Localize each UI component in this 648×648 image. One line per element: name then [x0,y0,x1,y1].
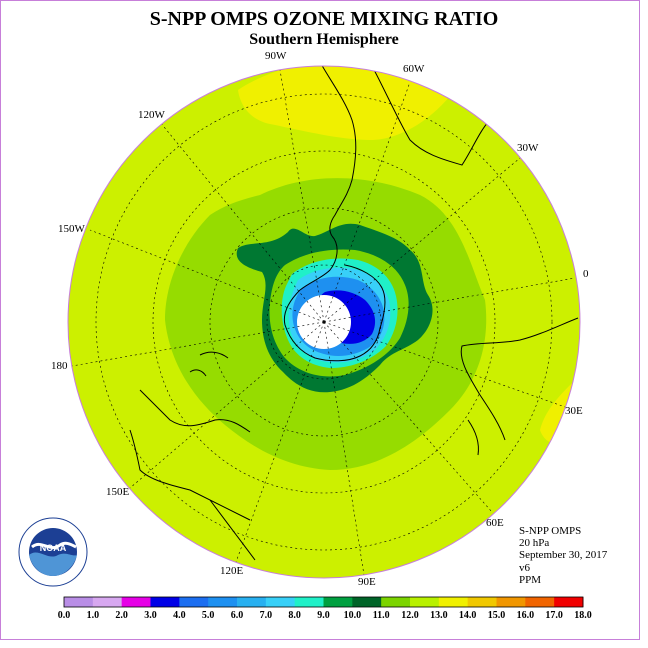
colorbar-swatch [92,597,123,607]
colorbar-swatch [323,597,353,607]
colorbar-swatch [496,597,526,607]
noaa-logo-text: NOAA [40,543,67,553]
colorbar-swatch [265,597,296,607]
lon-label-30e: 30E [565,405,583,417]
figure-frame [0,0,640,640]
lon-label-120w: 120W [138,109,165,121]
colorbar-swatch [208,597,238,607]
colorbar-swatch [438,597,469,607]
ozone-yellow-patch-north [238,66,450,140]
colorbar-tick-label: 1.0 [87,610,100,621]
colorbar-swatch [381,597,411,607]
colorbar-swatch [294,597,324,607]
info-panel: S-NPP OMPS 20 hPa September 30, 2017 v6 … [519,525,607,586]
info-version: v6 [519,561,530,574]
colorbar-tick-label: 10.0 [344,610,362,621]
lon-label-120e: 120E [220,565,244,577]
lon-label-90w: 90W [265,50,287,62]
lon-label-0: 0 [583,268,589,280]
colorbar-tick-label: 17.0 [545,610,563,621]
colorbar-tick-label: 7.0 [260,610,273,621]
colorbar-tick-label: 2.0 [115,610,128,621]
colorbar-tick-label: 8.0 [288,610,301,621]
coastlines [129,66,579,561]
noaa-logo: NOAA [18,517,88,587]
colorbar-tick-label: 15.0 [488,610,506,621]
lon-label-30w: 30W [517,142,539,154]
chart-subtitle: Southern Hemisphere [249,31,399,48]
latitude-circles [95,93,553,551]
info-instrument: S-NPP OMPS [519,525,582,537]
lon-label-150w: 150W [58,223,85,235]
colorbar-swatch [179,597,209,607]
colorbar-swatch [554,597,584,607]
colorbar-swatch [150,597,180,607]
chart-title: S-NPP OMPS OZONE MIXING RATIO [149,8,499,30]
colorbar-swatch [525,597,555,607]
colorbar-tick-label: 0.0 [58,610,71,621]
colorbar-tick-label: 13.0 [430,610,448,621]
lon-label-150e: 150E [106,486,130,498]
colorbar-tick-label: 5.0 [202,610,215,621]
lon-label-180: 180 [51,360,68,372]
colorbar-tick-label: 6.0 [231,610,244,621]
colorbar-swatch [467,597,497,607]
colorbar-tick-label: 12.0 [401,610,419,621]
colorbar-tick-label: 9.0 [317,610,330,621]
colorbar-swatch [410,597,440,607]
info-units: PPM [519,573,542,586]
lon-label-60e: 60E [486,517,504,529]
lon-label-60w: 60W [403,63,425,75]
meridians [71,69,576,576]
colorbar-tick-label: 3.0 [144,610,157,621]
colorbar-swatch [352,597,382,607]
lon-label-90e: 90E [358,576,376,588]
colorbar-tick-label: 18.0 [574,610,592,621]
map-border [67,65,581,579]
colorbar-swatch [64,597,94,607]
info-date: September 30, 2017 [519,549,608,562]
colorbar-tick-label: 11.0 [373,610,390,621]
colorbar-swatch [237,597,267,607]
info-level: 20 hPa [519,537,550,550]
colorbar-swatch [121,597,151,607]
colorbar-tick-label: 14.0 [459,610,477,621]
colorbar-tick-label: 4.0 [173,610,186,621]
colorbar-tick-label: 16.0 [517,610,535,621]
colorbar-border [63,596,584,608]
